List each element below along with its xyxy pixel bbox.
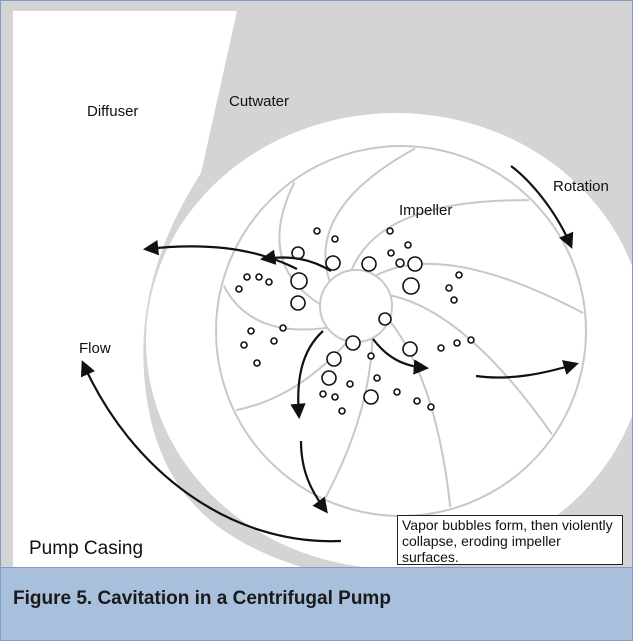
diffuser — [13, 11, 301, 567]
label: Impeller — [399, 202, 452, 219]
bubble — [331, 235, 339, 243]
arrow — [290, 330, 324, 420]
bubble — [402, 277, 420, 295]
blade — [388, 319, 452, 508]
bubble — [235, 285, 243, 293]
bubble — [407, 256, 423, 272]
bubble — [450, 296, 458, 304]
label: Pump Casing — [29, 538, 143, 559]
label: Cutwater — [229, 93, 289, 110]
bubble — [270, 337, 278, 345]
bubble — [255, 273, 263, 281]
blade — [375, 262, 584, 314]
bubble — [319, 390, 327, 398]
label: Diffuser — [87, 103, 138, 120]
bubble — [386, 227, 394, 235]
arrow — [142, 240, 298, 270]
arrow — [510, 165, 574, 249]
bubble — [243, 273, 251, 281]
hub — [319, 269, 393, 343]
bubble — [290, 272, 308, 290]
bubble — [326, 351, 342, 367]
arrow — [372, 338, 430, 375]
bubble — [331, 393, 339, 401]
bubble — [345, 335, 361, 351]
bubble — [455, 271, 463, 279]
bubble — [361, 256, 377, 272]
bubble — [395, 258, 405, 268]
bubble — [321, 370, 337, 386]
bubble — [338, 407, 346, 415]
bubble — [313, 227, 321, 235]
arrow — [80, 360, 342, 543]
bubble — [467, 336, 475, 344]
bubble — [279, 324, 287, 332]
bubble — [378, 312, 392, 326]
bubble — [387, 249, 395, 257]
bubble — [247, 327, 255, 335]
bubble — [265, 278, 273, 286]
bubble — [325, 255, 341, 271]
bubble — [253, 359, 261, 367]
arrow — [299, 440, 328, 514]
bubble — [453, 339, 461, 347]
label: Rotation — [553, 178, 609, 195]
bubble — [404, 241, 412, 249]
arrow — [475, 360, 579, 379]
note: Vapor bubbles form, then violently colla… — [397, 515, 623, 565]
blades — [222, 147, 584, 508]
blade — [222, 285, 328, 331]
bubble — [367, 352, 375, 360]
bubble — [402, 341, 418, 357]
bubble — [413, 397, 421, 405]
bubble — [363, 389, 379, 405]
blade — [278, 181, 321, 306]
label: Flow — [79, 340, 111, 357]
bubble — [393, 388, 401, 396]
bubble — [290, 295, 306, 311]
bubbles — [235, 227, 475, 415]
bubble — [240, 341, 248, 349]
pump-diagram: Diffuser Cutwater Rotation Impeller Flow… — [1, 1, 632, 567]
caption: Figure 5. Cavitation in a Centrifugal Pu… — [1, 567, 632, 640]
bubble — [373, 374, 381, 382]
blade — [350, 199, 529, 271]
bubble — [437, 344, 445, 352]
bubble — [445, 284, 453, 292]
arrow — [259, 249, 332, 272]
arrows — [80, 165, 579, 543]
bubble — [427, 403, 435, 411]
bubble — [346, 380, 354, 388]
